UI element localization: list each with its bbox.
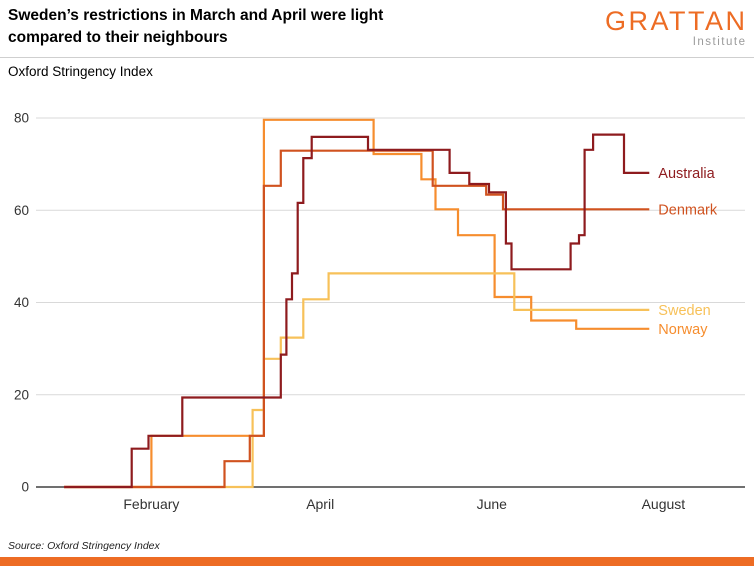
y-tick-label: 0 xyxy=(21,480,29,495)
y-tick-label: 40 xyxy=(14,295,29,310)
y-tick-label: 20 xyxy=(14,387,29,402)
x-tick-label: April xyxy=(306,496,334,512)
series-label-sweden: Sweden xyxy=(658,303,710,319)
series-line-denmark xyxy=(64,149,650,489)
axis-unit-label: Oxford Stringency Index xyxy=(8,64,153,79)
source-note: Source: Oxford Stringency Index xyxy=(8,540,160,552)
grattan-logo: GRATTAN Institute xyxy=(605,6,748,49)
series-line-norway xyxy=(64,118,650,489)
y-tick-label: 60 xyxy=(14,203,29,218)
chart-title: Sweden’s restrictions in March and April… xyxy=(8,5,383,49)
brand-bottom-bar xyxy=(0,557,754,566)
series-label-denmark: Denmark xyxy=(658,202,718,218)
x-tick-label: February xyxy=(123,496,179,512)
grattan-logo-institute-label: Institute xyxy=(692,36,747,48)
y-tick-label: 80 xyxy=(14,111,29,126)
chart-title-line1: Sweden’s restrictions in March and April… xyxy=(8,7,384,24)
series-label-australia: Australia xyxy=(658,166,715,182)
series-line-australia xyxy=(64,133,650,489)
chart-title-line2: compared to their neighbours xyxy=(8,29,228,46)
series-line-sweden xyxy=(64,272,650,489)
x-tick-label: August xyxy=(642,496,686,512)
grattan-logo-wordmark: GRATTAN xyxy=(605,6,748,36)
x-tick-label: June xyxy=(477,496,508,512)
header-divider xyxy=(0,57,754,58)
series-label-norway: Norway xyxy=(658,322,708,338)
